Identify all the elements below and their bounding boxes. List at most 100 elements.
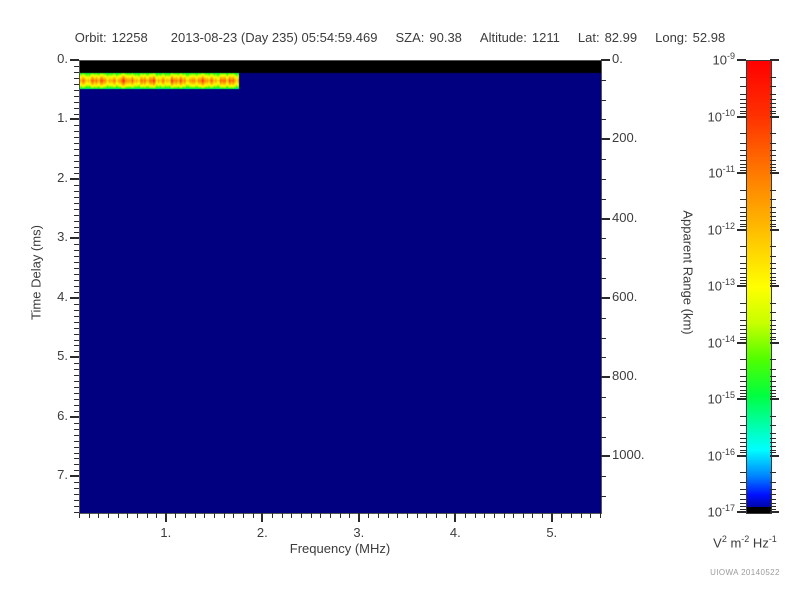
header-value-lat: 82.99 bbox=[604, 30, 638, 45]
y-left-minor-tick bbox=[74, 440, 79, 442]
y-right-tick-label: 400. bbox=[612, 209, 638, 225]
y-right-minor-tick bbox=[601, 159, 606, 161]
y-left-minor-tick bbox=[74, 161, 79, 163]
unit-m-exp: -2 bbox=[741, 534, 750, 544]
colorbar-minor-tick bbox=[740, 508, 746, 510]
y-left-minor-tick bbox=[74, 286, 79, 287]
y-left-minor-tick bbox=[74, 214, 79, 216]
colorbar-minor-tick bbox=[740, 199, 746, 201]
y-left-major-tick bbox=[70, 237, 79, 240]
unit-hz-exp: -1 bbox=[768, 534, 777, 544]
header-field-orbit: Orbit: 12258 bbox=[75, 30, 148, 45]
colorbar-minor-tick bbox=[770, 282, 776, 284]
colorbar-minor-tick bbox=[740, 216, 746, 218]
colorbar-minor-tick bbox=[740, 446, 746, 448]
colorbar-minor-tick bbox=[740, 393, 746, 395]
y-left-minor-tick bbox=[74, 280, 79, 282]
colorbar-tick-mantissa: 10 bbox=[707, 221, 722, 237]
colorbar-tick-label: 10-9 bbox=[683, 51, 735, 67]
header-label-orbit: Orbit: bbox=[74, 30, 107, 45]
x-minor-tick bbox=[600, 513, 601, 518]
colorbar-minor-tick bbox=[740, 425, 746, 427]
y-left-tick-label: 6. bbox=[57, 407, 68, 423]
colorbar-minor-tick bbox=[740, 282, 746, 284]
x-minor-tick bbox=[435, 513, 437, 518]
y-right-major-tick bbox=[601, 376, 610, 379]
colorbar-tick-mantissa: 10 bbox=[707, 334, 722, 350]
y-right-minor-tick bbox=[601, 357, 606, 359]
colorbar-minor-tick bbox=[740, 368, 746, 370]
colorbar-minor-tick bbox=[770, 220, 776, 222]
colorbar-minor-tick bbox=[770, 336, 776, 338]
colorbar-minor-tick bbox=[770, 302, 776, 304]
y-left-minor-tick bbox=[74, 262, 79, 264]
colorbar-minor-tick bbox=[770, 110, 776, 112]
colorbar-minor-tick bbox=[740, 389, 746, 391]
y-left-minor-tick bbox=[74, 95, 79, 97]
colorbar-minor-tick bbox=[740, 167, 746, 169]
header-field-sza: SZA: 90.38 bbox=[395, 30, 461, 45]
y-left-minor-tick bbox=[74, 291, 79, 293]
x-minor-tick bbox=[397, 513, 399, 518]
y-left-minor-tick bbox=[74, 327, 79, 329]
colorbar-major-tick bbox=[737, 115, 746, 118]
colorbar-minor-tick bbox=[740, 163, 746, 165]
colorbar bbox=[746, 60, 772, 514]
colorbar-minor-tick bbox=[740, 498, 746, 500]
unit-v: V bbox=[713, 535, 722, 551]
x-axis-title: Frequency (MHz) bbox=[289, 541, 391, 556]
colorbar-tick-label: 10-16 bbox=[683, 447, 735, 463]
colorbar-minor-tick bbox=[740, 385, 746, 387]
colorbar-minor-tick bbox=[740, 415, 746, 417]
x-minor-tick bbox=[98, 513, 100, 518]
colorbar-tick-label: 10-17 bbox=[683, 503, 735, 519]
colorbar-gradient bbox=[747, 61, 771, 513]
colorbar-minor-tick bbox=[770, 76, 776, 78]
y-left-minor-tick bbox=[74, 101, 79, 103]
x-minor-tick bbox=[532, 513, 534, 518]
y-right-minor-tick bbox=[601, 99, 606, 101]
colorbar-tick-mantissa: 10 bbox=[712, 52, 727, 68]
colorbar-minor-tick bbox=[740, 142, 746, 144]
y-right-minor-tick bbox=[601, 436, 606, 438]
y-left-minor-tick bbox=[74, 309, 79, 311]
x-minor-tick bbox=[561, 513, 563, 518]
x-tick-label: 5. bbox=[546, 525, 558, 540]
colorbar-tick-exponent: -15 bbox=[721, 390, 735, 400]
y-left-major-tick bbox=[70, 475, 79, 478]
colorbar-minor-tick bbox=[740, 280, 746, 282]
x-minor-tick bbox=[233, 513, 235, 518]
colorbar-minor-tick bbox=[770, 276, 776, 278]
colorbar-minor-tick bbox=[770, 133, 776, 134]
colorbar-tick-exponent: -16 bbox=[721, 446, 735, 457]
y-left-minor-tick bbox=[74, 167, 79, 169]
colorbar-minor-tick bbox=[740, 333, 746, 335]
y-left-minor-tick bbox=[74, 202, 79, 204]
y-right-tick-label: 800. bbox=[612, 368, 638, 384]
colorbar-minor-tick bbox=[770, 155, 776, 157]
colorbar-major-tick bbox=[770, 341, 779, 344]
y-right-minor-tick bbox=[601, 496, 606, 498]
colorbar-minor-tick bbox=[740, 489, 746, 491]
colorbar-minor-tick bbox=[770, 226, 776, 228]
x-minor-tick bbox=[320, 513, 322, 518]
x-minor-tick bbox=[281, 513, 283, 518]
y-right-major-tick bbox=[601, 217, 610, 220]
colorbar-minor-tick bbox=[770, 159, 776, 161]
colorbar-major-tick bbox=[737, 59, 746, 61]
y-right-minor-tick bbox=[601, 198, 606, 200]
colorbar-minor-tick bbox=[770, 498, 776, 500]
y-left-tick-label: 3. bbox=[57, 229, 68, 245]
unit-v-exp: 2 bbox=[721, 534, 727, 544]
colorbar-minor-tick bbox=[770, 167, 776, 169]
colorbar-minor-tick bbox=[740, 506, 746, 508]
y-left-tick-label: 0. bbox=[57, 51, 68, 66]
y-left-minor-tick bbox=[74, 303, 79, 305]
colorbar-unit-label: V2 m-2 Hz-1 bbox=[690, 534, 800, 550]
colorbar-minor-tick bbox=[740, 324, 746, 326]
colorbar-minor-tick bbox=[740, 376, 746, 378]
x-major-tick bbox=[550, 513, 553, 522]
y-left-minor-tick bbox=[74, 143, 79, 145]
x-minor-tick bbox=[407, 513, 409, 518]
y-left-minor-tick bbox=[74, 137, 79, 139]
